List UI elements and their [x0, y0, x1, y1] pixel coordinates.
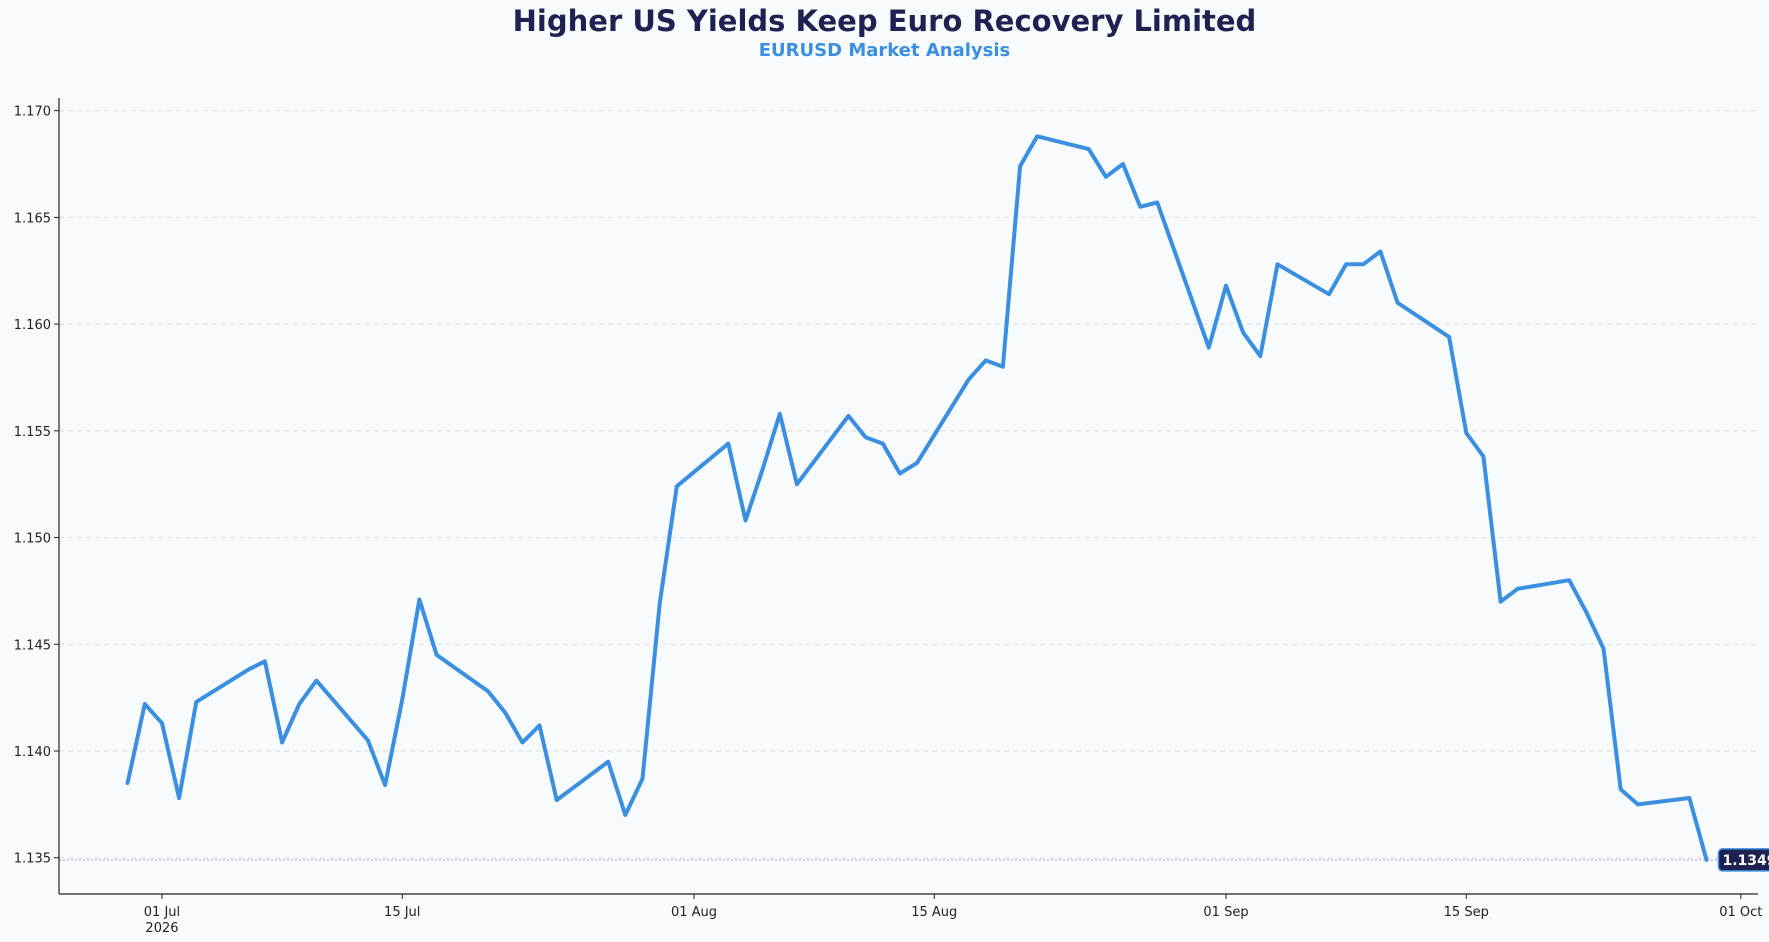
y-tick-label: 1.140 — [14, 745, 51, 760]
x-tick-label: 15 Sep — [1444, 905, 1489, 920]
grid-lines — [59, 110, 1758, 859]
y-tick-label: 1.165 — [14, 211, 51, 226]
axes — [58, 98, 1758, 895]
x-tick-label: 01 Oct — [1719, 905, 1762, 920]
chart-subtitle: EURUSD Market Analysis — [758, 40, 1011, 61]
y-tick-label: 1.145 — [14, 638, 51, 653]
last-value-badge: 1.1349 — [1717, 848, 1769, 872]
x-tick-label: 15 Jul — [384, 905, 420, 920]
x-tick-label: 01 Sep — [1203, 905, 1248, 920]
last-value-label: 1.1349 — [1722, 853, 1769, 869]
chart-title: Higher US Yields Keep Euro Recovery Limi… — [512, 4, 1257, 38]
y-tick-label: 1.155 — [14, 425, 51, 440]
x-tick-label: 01 Jul — [144, 905, 180, 920]
y-ticks: 1.135 1.140 1.145 1.150 1.155 1.160 1.165 1.170 — [14, 105, 59, 867]
eurusd-series-line — [125, 134, 1709, 862]
y-tick-label: 1.135 — [14, 852, 51, 867]
y-tick-label: 1.170 — [14, 105, 51, 120]
y-tick-label: 1.150 — [14, 532, 51, 547]
x-tick-label: 01 Aug — [671, 905, 717, 920]
last-value-badge-box — [1717, 848, 1769, 872]
x-tick-sublabel: 2026 — [145, 921, 178, 936]
x-tick-label: 15 Aug — [911, 905, 957, 920]
y-tick-label: 1.160 — [14, 318, 51, 333]
